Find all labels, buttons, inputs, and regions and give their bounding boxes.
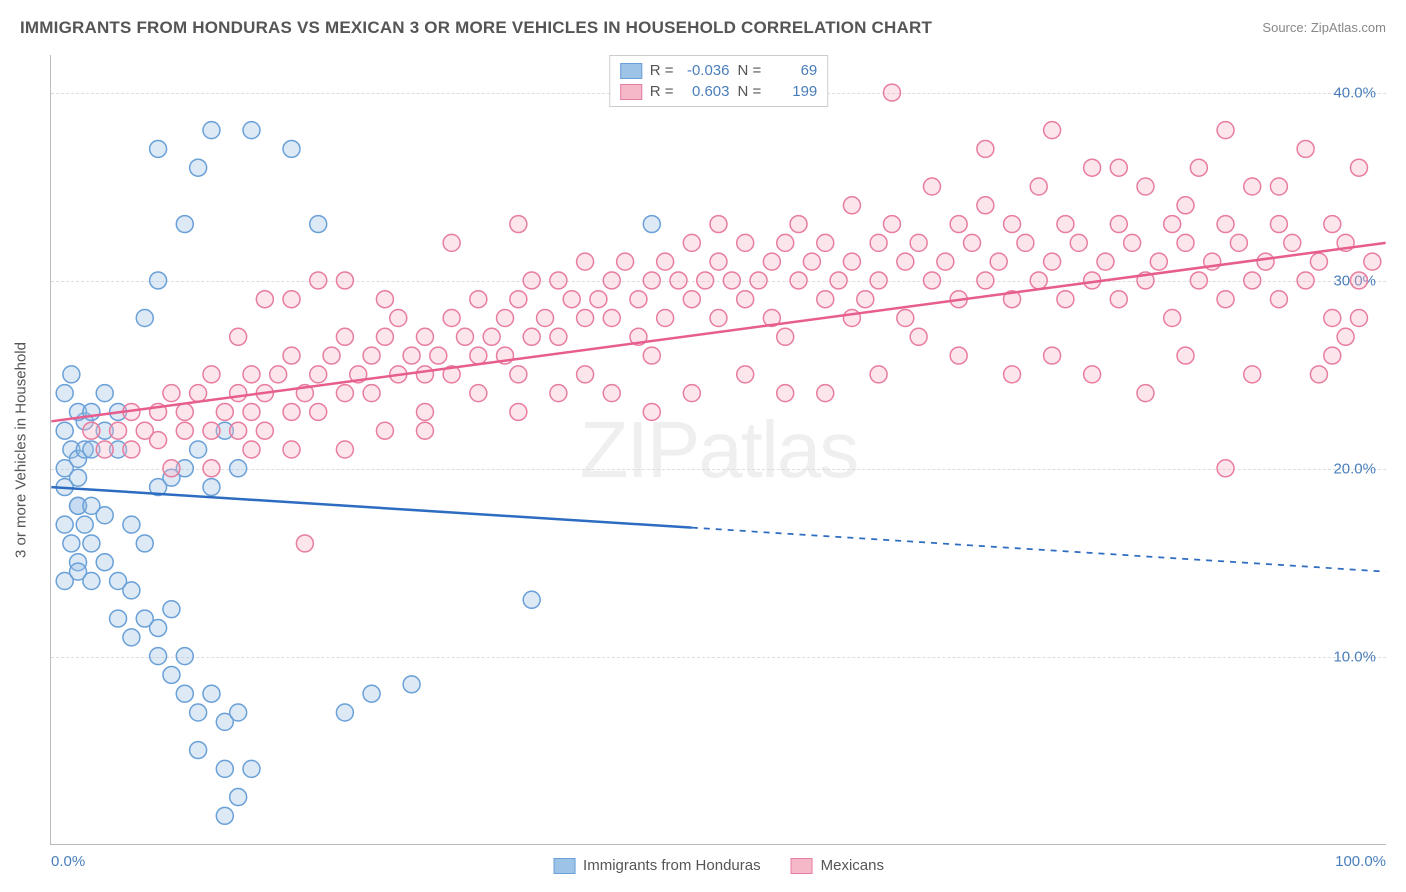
chart-svg [51,55,1386,844]
xtick-100: 100.0% [1335,853,1386,870]
swatch-honduras [620,63,642,79]
source-label: Source: [1262,20,1307,35]
legend-item-honduras: Immigrants from Honduras [553,857,761,874]
series-legend: Immigrants from Honduras Mexicans [553,857,884,874]
chart-title: IMMIGRANTS FROM HONDURAS VS MEXICAN 3 OR… [20,18,932,38]
legend-label-honduras: Immigrants from Honduras [583,857,761,874]
xtick-0: 0.0% [51,853,85,870]
swatch-honduras-b [553,858,575,874]
source-credit: Source: ZipAtlas.com [1262,20,1386,35]
n-value-honduras: 69 [769,62,817,79]
legend-item-mexicans: Mexicans [791,857,884,874]
swatch-mexicans [620,84,642,100]
plot-area: 3 or more Vehicles in Household ZIPatlas… [50,55,1386,845]
legend-label-mexicans: Mexicans [821,857,884,874]
n-value-mexicans: 199 [769,83,817,100]
legend-row-mexicans: R = 0.603 N = 199 [620,81,818,102]
r-value-honduras: -0.036 [682,62,730,79]
r-label: R = [650,83,674,100]
y-axis-label: 3 or more Vehicles in Household [13,342,30,558]
r-value-mexicans: 0.603 [682,83,730,100]
correlation-legend: R = -0.036 N = 69 R = 0.603 N = 199 [609,55,829,107]
n-label: N = [738,83,762,100]
r-label: R = [650,62,674,79]
n-label: N = [738,62,762,79]
source-name: ZipAtlas.com [1311,20,1386,35]
legend-row-honduras: R = -0.036 N = 69 [620,60,818,81]
swatch-mexicans-b [791,858,813,874]
